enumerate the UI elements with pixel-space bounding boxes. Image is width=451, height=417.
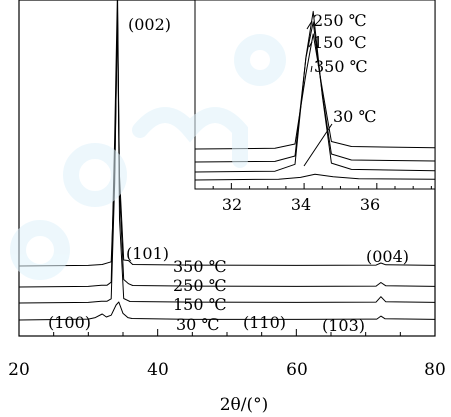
annotation-004: (004) xyxy=(366,247,409,266)
main-series-label-30: 30 ℃ xyxy=(176,315,219,334)
annotation-002: (002) xyxy=(128,15,171,34)
inset-leader-150 xyxy=(308,41,313,48)
inset-label-150: 150 ℃ xyxy=(313,33,367,52)
inset-leader-30 xyxy=(303,123,333,167)
inset-series-line-1 xyxy=(194,173,436,181)
annotation-101: (101) xyxy=(126,244,169,263)
annotation-103: (103) xyxy=(322,316,365,335)
annotation-100: (100) xyxy=(48,313,91,332)
inset-x-tick-label-32: 32 xyxy=(222,195,242,214)
inset-series-line-4 xyxy=(194,33,436,150)
main-ticks xyxy=(18,329,436,336)
series-line-1 xyxy=(18,301,436,321)
inset-x-tick-label-36: 36 xyxy=(360,195,380,214)
main-series-label-150: 150 ℃ xyxy=(173,295,227,314)
inset-label-250: 250 ℃ xyxy=(313,11,367,30)
inset-label-30: 30 ℃ xyxy=(333,107,376,126)
x-tick-label-20: 20 xyxy=(8,360,30,380)
main-series-group xyxy=(18,0,436,321)
x-tick-label-40: 40 xyxy=(147,360,169,380)
x-axis-label: 2θ/(°) xyxy=(220,395,269,415)
series-line-4 xyxy=(18,19,436,267)
main-series-label-250: 250 ℃ xyxy=(173,276,227,295)
main-series-label-350: 350 ℃ xyxy=(173,257,227,276)
inset-series-line-3 xyxy=(194,21,436,163)
inset-leader-250 xyxy=(306,20,313,30)
inset-leader-350 xyxy=(310,65,313,73)
inset-series-group xyxy=(194,10,436,181)
series-line-2 xyxy=(18,8,436,304)
annotation-110: (110) xyxy=(243,313,286,332)
inset-series-line-2 xyxy=(194,10,436,173)
series-line-3 xyxy=(18,0,436,288)
x-tick-label-80: 80 xyxy=(424,360,446,380)
inset-label-350: 350 ℃ xyxy=(314,57,368,76)
inset-ticks xyxy=(194,183,432,189)
inset-x-tick-label-34: 34 xyxy=(291,195,311,214)
x-tick-label-60: 60 xyxy=(286,360,308,380)
